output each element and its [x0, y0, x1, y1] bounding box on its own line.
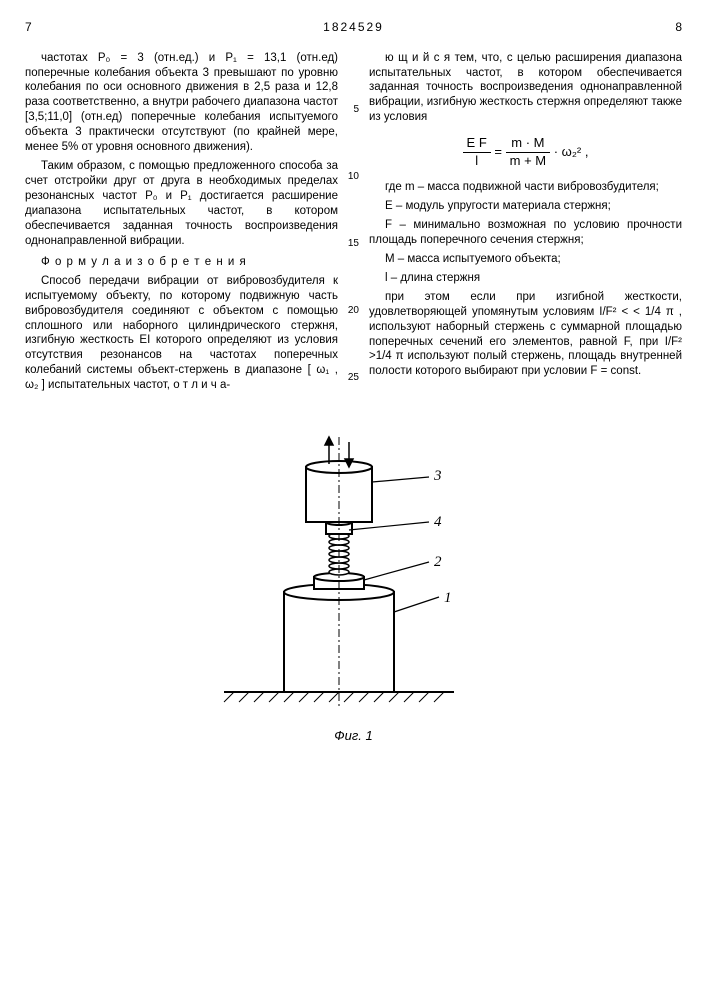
- line-num: 5: [347, 103, 359, 116]
- figure-1: 3 4 2 1 Фиг. 1: [25, 422, 682, 745]
- fig-label-1: 1: [444, 590, 452, 606]
- section-title: Ф о р м у л а и з о б р е т е н и я: [25, 255, 338, 270]
- line-num: 25: [347, 371, 359, 384]
- right-para-4: F – минимально возможная по условию проч…: [369, 218, 682, 248]
- right-para-6: l – длина стержня: [369, 271, 682, 286]
- equals: =: [494, 144, 505, 159]
- line-num: 15: [347, 237, 359, 250]
- frac-num: m · M: [506, 135, 550, 153]
- figure-svg: 3 4 2 1: [214, 422, 494, 722]
- left-para-1: частотах P₀ = 3 (отн.ед.) и P₁ = 13,1 (о…: [25, 51, 338, 156]
- formula: E F l = m · M m + M · ω₂² ,: [369, 135, 682, 170]
- fig-label-2: 2: [434, 554, 442, 570]
- page-number-right: 8: [675, 20, 682, 36]
- frac-den: m + M: [506, 153, 550, 170]
- right-para-2: где m – масса подвижной части вибровозбу…: [369, 180, 682, 195]
- text-columns: частотах P₀ = 3 (отн.ед.) и P₁ = 13,1 (о…: [25, 51, 682, 398]
- left-para-3: Способ передачи вибрации от вибровозбуди…: [25, 274, 338, 394]
- document-number: 1824529: [323, 20, 384, 36]
- fraction-2: m · M m + M: [506, 135, 550, 170]
- right-para-3: E – модуль упругости материала стержня;: [369, 199, 682, 214]
- line-num: 10: [347, 170, 359, 183]
- left-para-2: Таким образом, с помощью предложенного с…: [25, 159, 338, 249]
- right-para-5: M – масса испытуемого объекта;: [369, 252, 682, 267]
- fig-label-4: 4: [434, 514, 442, 530]
- formula-tail: · ω₂² ,: [554, 144, 589, 159]
- figure-caption: Фиг. 1: [25, 728, 682, 745]
- right-column: 5 10 15 20 25 ю щ и й с я тем, что, с це…: [361, 51, 682, 398]
- right-para-7: при этом если при изгибной жесткости, уд…: [369, 290, 682, 380]
- fraction-1: E F l: [463, 135, 491, 170]
- right-para-1: ю щ и й с я тем, что, с целью расширения…: [369, 51, 682, 126]
- frac-num: E F: [463, 135, 491, 153]
- line-num: 20: [347, 304, 359, 317]
- page-header: 7 1824529 8: [25, 20, 682, 36]
- page-number-left: 7: [25, 20, 32, 36]
- left-column: частотах P₀ = 3 (отн.ед.) и P₁ = 13,1 (о…: [25, 51, 346, 398]
- fig-label-3: 3: [433, 468, 442, 484]
- line-numbers: 5 10 15 20 25: [347, 51, 359, 384]
- frac-den: l: [463, 153, 491, 170]
